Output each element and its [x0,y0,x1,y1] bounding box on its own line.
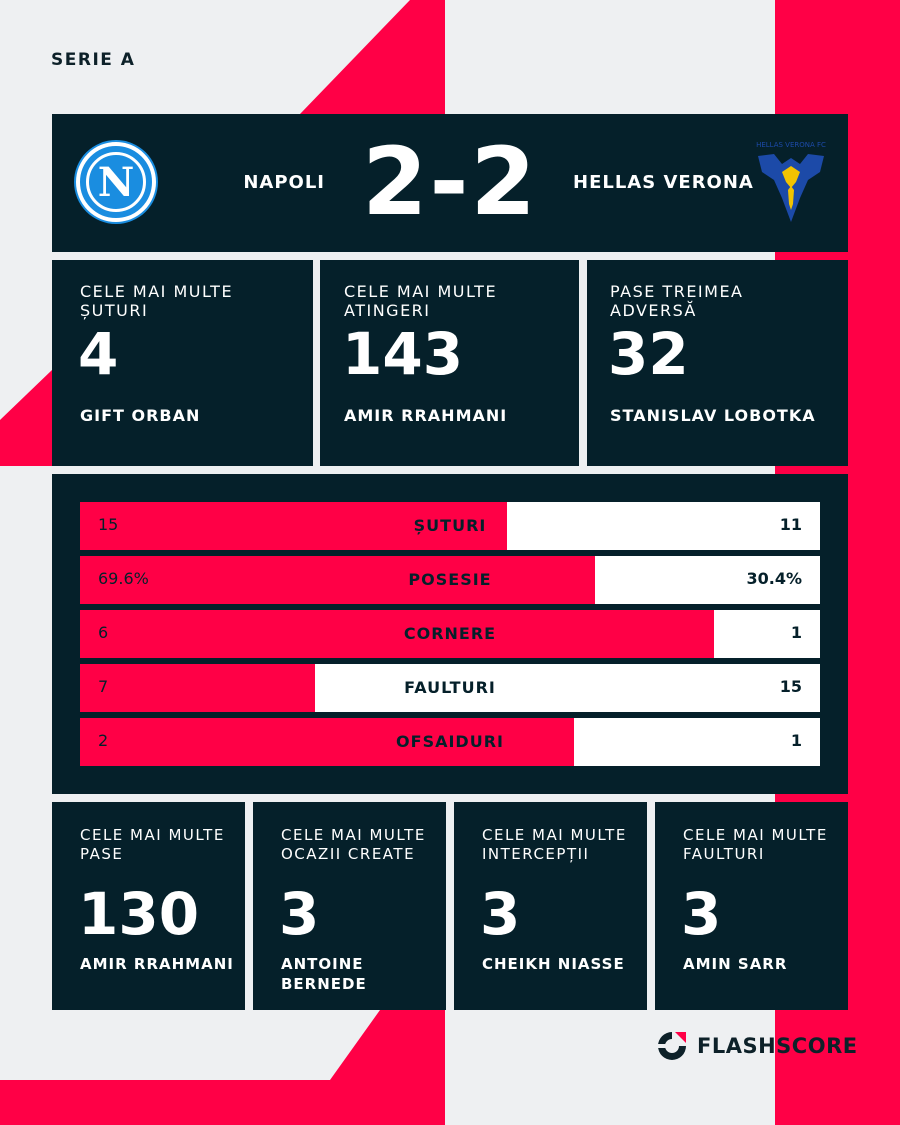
stat-card-shots: CELE MAI MULTE ȘUTURI 4 GIFT ORBAN [52,260,313,466]
card-player: CHEIKH NIASSE [482,955,625,973]
verona-logo-text: HELLAS VERONA FC [756,141,826,149]
stat-name: ȘUTURI [413,516,487,535]
card-label: CELE MAI MULTE INTERCEPȚII [482,826,627,863]
stat-bar-shots: 15 ȘUTURI 11 [80,502,820,550]
home-value: 7 [98,677,109,696]
card-label: CELE MAI MULTE ȘUTURI [80,282,234,320]
home-value: 2 [98,731,109,750]
stat-bar-possession: 69.6% POSESIE 30.4% [80,556,820,604]
brand-name: FLASHSCORE [697,1034,858,1058]
card-label: CELE MAI MULTE FAULTURI [683,826,828,863]
away-value: 1 [790,623,802,642]
card-label: CELE MAI MULTE ATINGERI [344,282,498,320]
card-value: 3 [480,880,521,948]
stat-name: FAULTURI [404,678,496,697]
card-player: GIFT ORBAN [80,406,201,425]
stat-card-chances-created: CELE MAI MULTE OCAZII CREATE 3 ANTOINE B… [253,802,446,1010]
stat-card-touches: CELE MAI MULTE ATINGERI 143 AMIR RRAHMAN… [320,260,579,466]
league-title: SERIE A [51,50,136,70]
home-value: 69.6% [98,569,149,588]
card-value: 143 [342,320,464,388]
home-team-name: NAPOLI [243,172,325,193]
card-player: AMIN SARR [683,955,788,973]
stat-name: OFSAIDURI [396,732,504,751]
home-value: 15 [98,515,119,534]
napoli-crest-icon: N [76,142,156,222]
stat-card-fouls: CELE MAI MULTE FAULTURI 3 AMIN SARR [655,802,848,1010]
team-stats-panel: 15 ȘUTURI 11 69.6% POSESIE 30.4% 6 CORNE… [52,474,848,794]
flashscore-brand: FLASHSCORE [655,1029,858,1063]
home-share-fill [80,718,574,766]
card-player: AMIR RRAHMANI [80,955,234,973]
away-value: 11 [779,515,802,534]
card-value: 3 [681,880,722,948]
flashscore-logo-icon [657,1032,686,1060]
scoreboard: N NAPOLI 2-2 HELLAS VERONA HELLAS VERONA… [52,114,848,252]
card-value: 4 [78,320,119,388]
stat-card-final-third-passes: PASE TREIMEA ADVERSĂ 32 STANISLAV LOBOTK… [587,260,848,466]
away-value: 15 [779,677,802,696]
card-value: 3 [279,880,320,948]
card-value: 130 [78,880,200,948]
stat-bar-offsides: 2 OFSAIDURI 1 [80,718,820,766]
card-label: PASE TREIMEA ADVERSĂ [610,282,744,320]
card-player: AMIR RRAHMANI [344,406,508,425]
away-value: 1 [790,731,802,750]
home-value: 6 [98,623,109,642]
home-share-fill [80,610,715,658]
away-value: 30.4% [746,569,802,588]
stat-bar-fouls: 7 FAULTURI 15 [80,664,820,712]
stat-name: CORNERE [403,624,497,643]
card-value: 32 [608,320,689,388]
home-share-fill [80,502,507,550]
card-label: CELE MAI MULTE OCAZII CREATE [281,826,426,863]
stat-card-passes: CELE MAI MULTE PASE 130 AMIR RRAHMANI [52,802,245,1010]
card-player: STANISLAV LOBOTKA [610,406,816,425]
home-share-fill [80,556,596,604]
stat-name: POSESIE [408,570,492,589]
card-label: CELE MAI MULTE PASE [80,826,225,863]
stat-bar-corners: 6 CORNERE 1 [80,610,820,658]
away-team-name: HELLAS VERONA [573,172,754,193]
hellas-verona-crest-icon: HELLAS VERONA FC [756,141,826,222]
card-player: ANTOINE BERNEDE [281,955,367,993]
stat-card-interceptions: CELE MAI MULTE INTERCEPȚII 3 CHEIKH NIAS… [454,802,647,1010]
match-score: 2-2 [362,128,538,237]
home-share-fill [80,664,316,712]
